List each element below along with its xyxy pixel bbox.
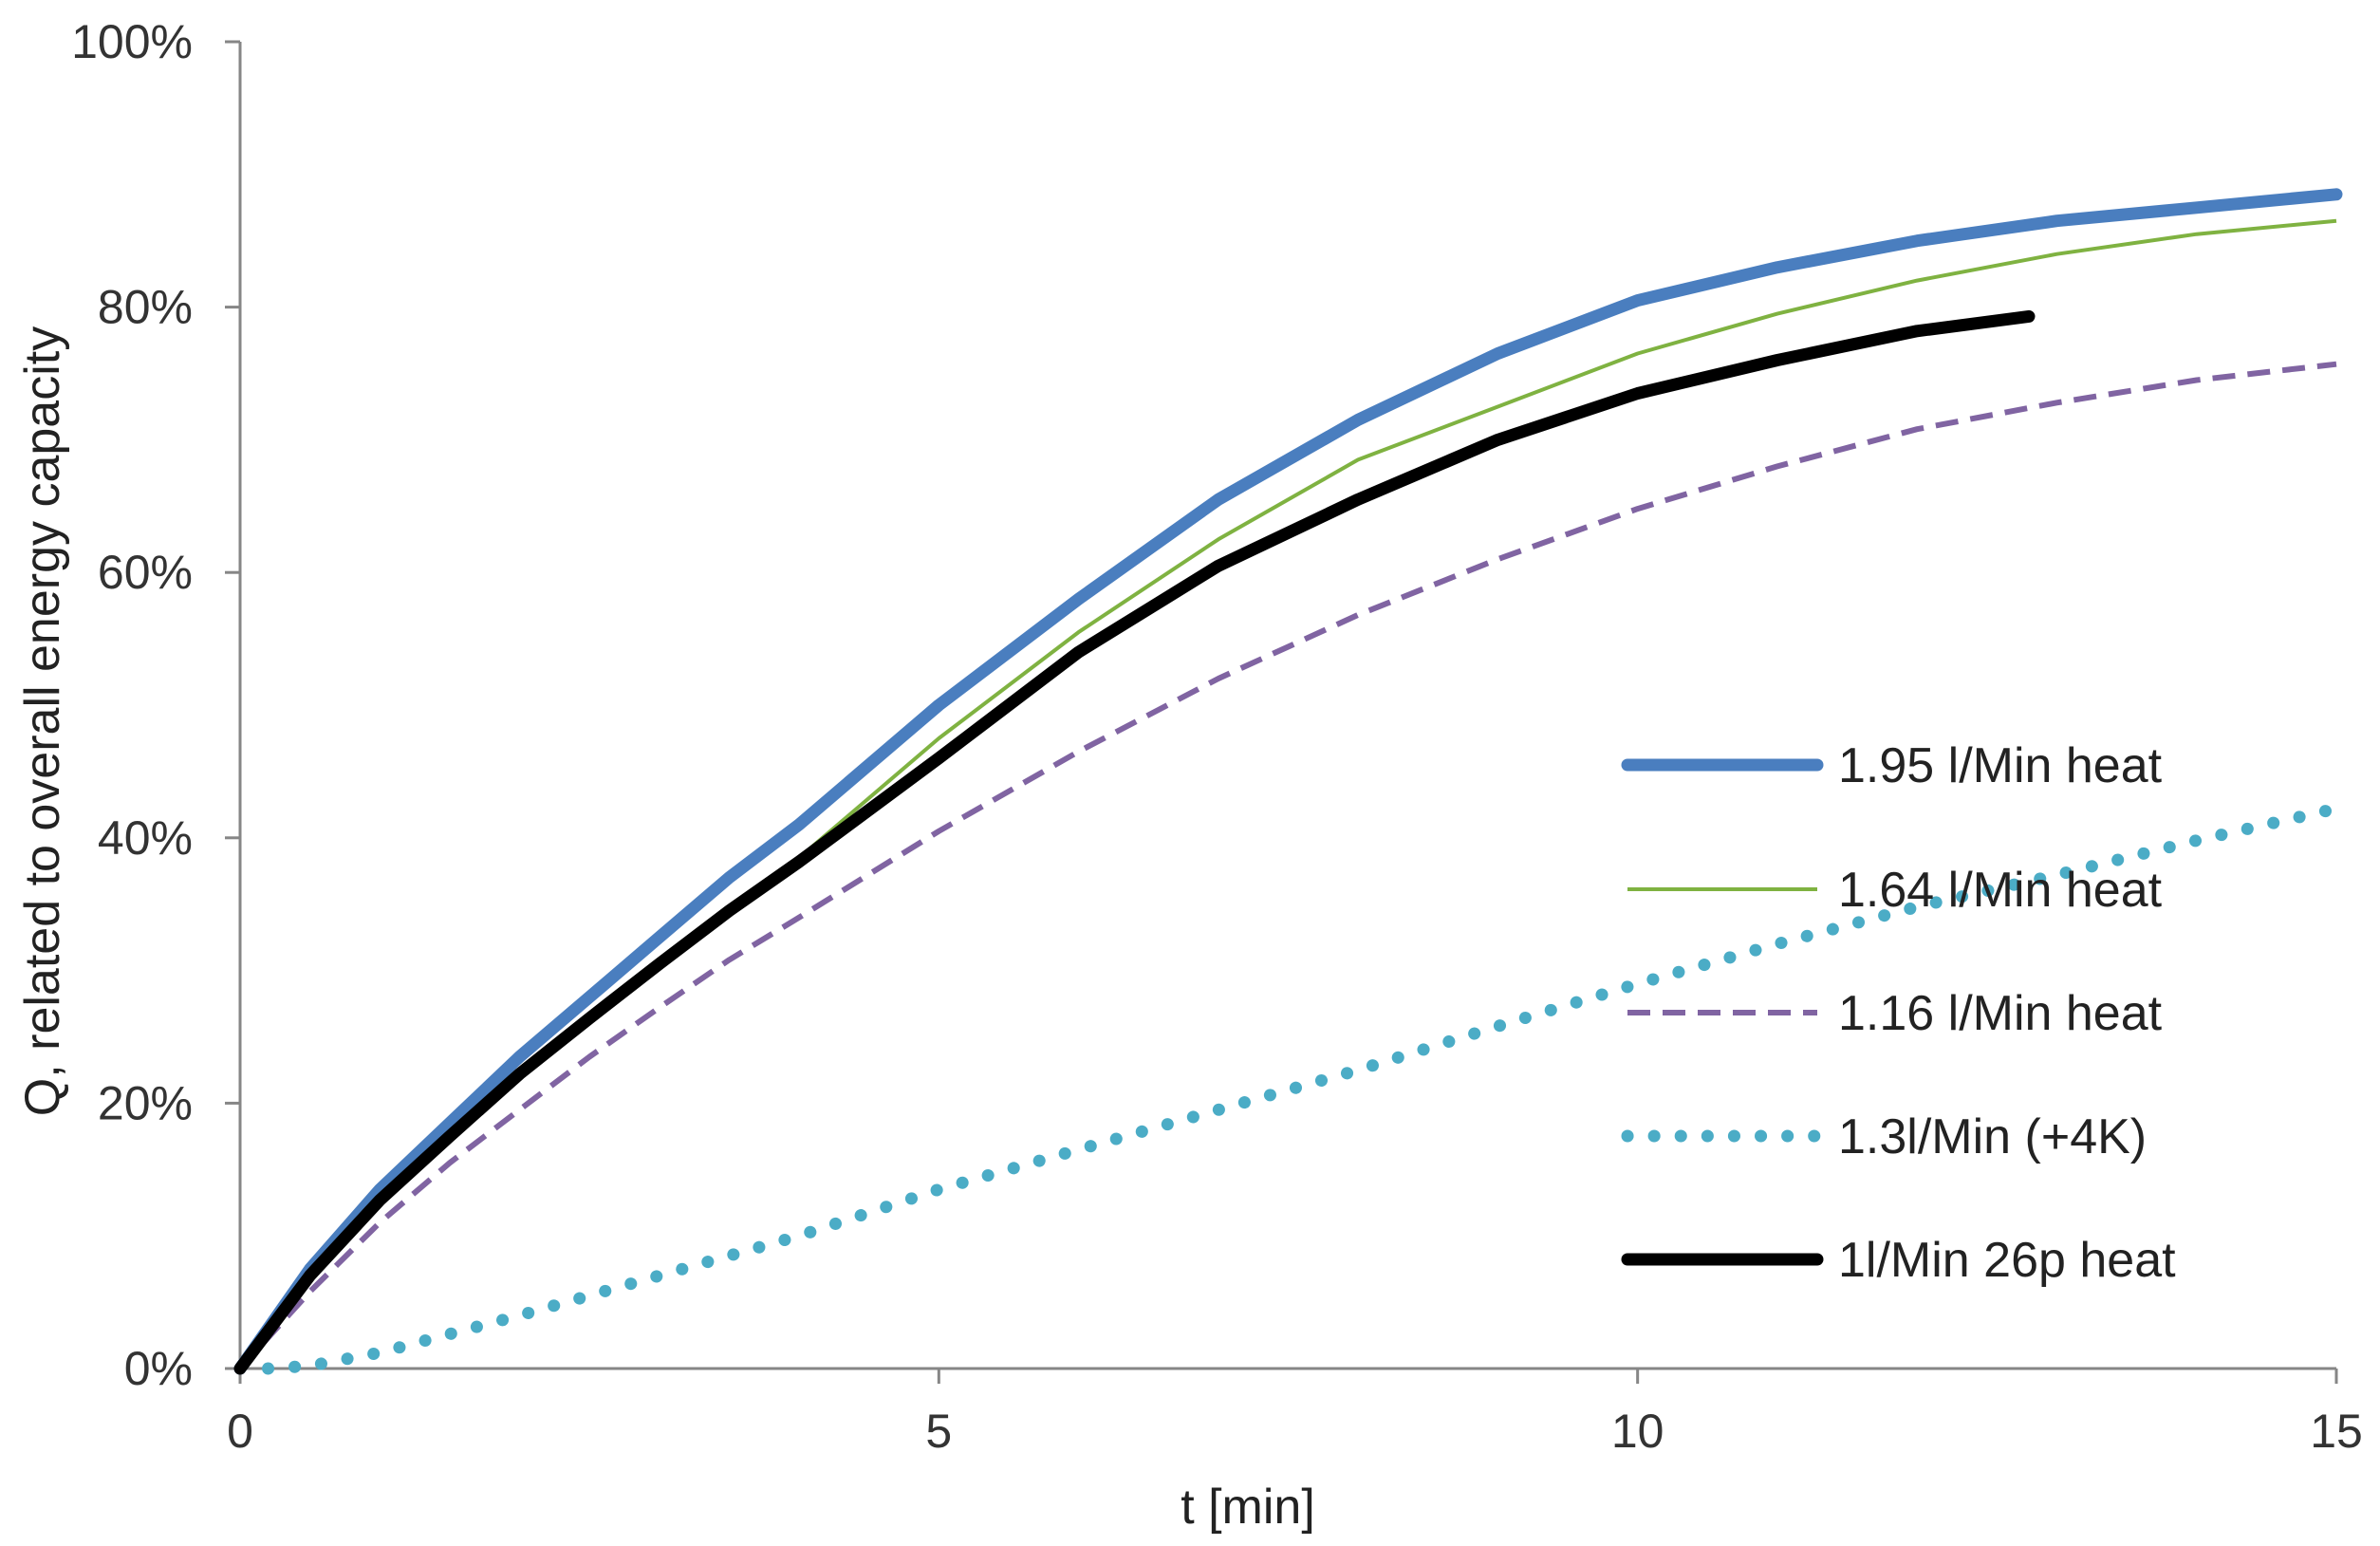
- y-tick-label: 20%: [98, 1076, 193, 1129]
- y-tick-label: 60%: [98, 546, 193, 599]
- legend-label-1-64-l-min-heat: 1.64 l/Min heat: [1838, 863, 2163, 918]
- x-tick-label: 15: [2310, 1405, 2363, 1458]
- series-line-1l-min-26p-heat: [233, 309, 2036, 1375]
- legend-label-1l-min-26p-heat: 1l/Min 26p heat: [1838, 1233, 2176, 1288]
- series-line-1-16-l-min-heat: [237, 361, 2337, 1371]
- y-tick-label: 80%: [98, 281, 193, 334]
- y-tick-label: 100%: [71, 15, 193, 68]
- legend: 1.95 l/Min heat 1.64 l/Min heat 1.16 l/Min…: [1621, 738, 2176, 1288]
- y-tick-label: 40%: [98, 811, 193, 865]
- axes: [225, 40, 2338, 1384]
- x-axis-title: t [min]: [1181, 1480, 1315, 1535]
- y-tick-label: 0%: [124, 1342, 193, 1395]
- series-line-1-95-l-min-heat: [233, 188, 2343, 1375]
- tick-labels: 0% 20% 40% 60% 80% 100% 0 5 10 15: [71, 15, 2363, 1458]
- legend-label-1-3l-min-4k: 1.3l/Min (+4K): [1838, 1109, 2147, 1164]
- series-line-1-3l-min-4k: [262, 802, 2343, 1375]
- legend-label-1-95-l-min-heat: 1.95 l/Min heat: [1838, 738, 2163, 793]
- x-tick-label: 5: [925, 1405, 952, 1458]
- x-tick-label: 10: [1611, 1405, 1664, 1458]
- series-line-1-64-l-min-heat: [238, 218, 2337, 1370]
- y-axis-title: Q, related to overall energy capacity: [15, 326, 70, 1116]
- x-tick-label: 0: [227, 1405, 253, 1458]
- series-lines: [233, 188, 2343, 1375]
- legend-label-1-16-l-min-heat: 1.16 l/Min heat: [1838, 986, 2163, 1041]
